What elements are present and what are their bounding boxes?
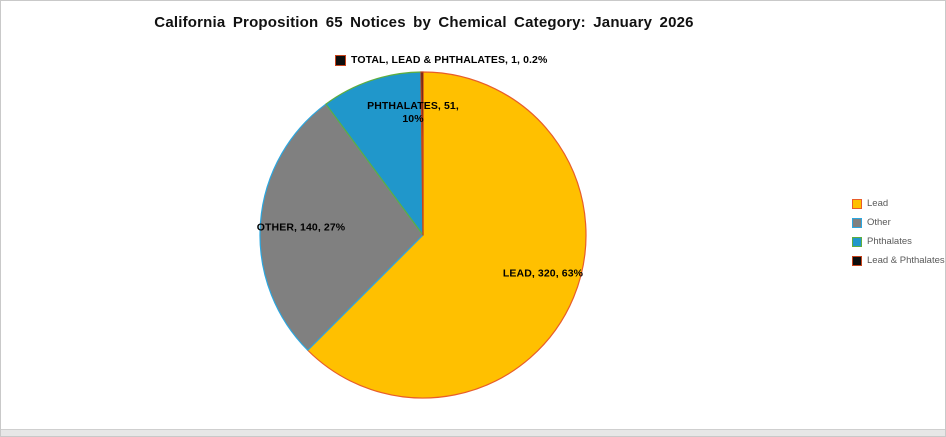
- legend-key-lead-phthalates-icon: [852, 256, 862, 266]
- chart-title: California Proposition 65 Notices by Che…: [154, 14, 694, 31]
- legend-key-lead-icon: [852, 199, 862, 209]
- pie-slice-lead-phthalates[interactable]: [420, 71, 424, 236]
- legend-item-other[interactable]: Other: [852, 218, 945, 228]
- lead-phthalates-key-icon: [335, 54, 346, 66]
- data-label-other: OTHER, 140, 27%: [256, 221, 346, 234]
- data-label-phthalates: PHTHALATES, 51, 10%: [367, 100, 459, 125]
- data-label-lead-phthalates: TOTAL, LEAD & PHTHALATES, 1, 0.2%: [335, 54, 547, 66]
- bottom-scroll-strip: [1, 429, 945, 436]
- data-label-lead-phthalates-text: TOTAL, LEAD & PHTHALATES, 1, 0.2%: [351, 54, 548, 66]
- legend: Lead Other Phthalates Lead & Phthalates: [852, 199, 945, 266]
- pie-slice-lead[interactable]: [307, 71, 587, 399]
- pie-slice-phthalates[interactable]: [325, 71, 424, 236]
- legend-item-lead[interactable]: Lead: [852, 199, 945, 209]
- legend-key-other-icon: [852, 218, 862, 228]
- legend-key-phthalates-icon: [852, 237, 862, 247]
- legend-label: Other: [867, 217, 891, 228]
- legend-label: Lead & Phthalates: [867, 255, 945, 266]
- legend-label: Phthalates: [867, 236, 912, 247]
- legend-label: Lead: [867, 198, 889, 209]
- legend-item-phthalates[interactable]: Phthalates: [852, 237, 945, 247]
- pie-slice-other[interactable]: [259, 103, 424, 351]
- legend-item-lead-phthalates[interactable]: Lead & Phthalates: [852, 256, 945, 266]
- data-label-lead: LEAD, 320, 63%: [502, 267, 584, 280]
